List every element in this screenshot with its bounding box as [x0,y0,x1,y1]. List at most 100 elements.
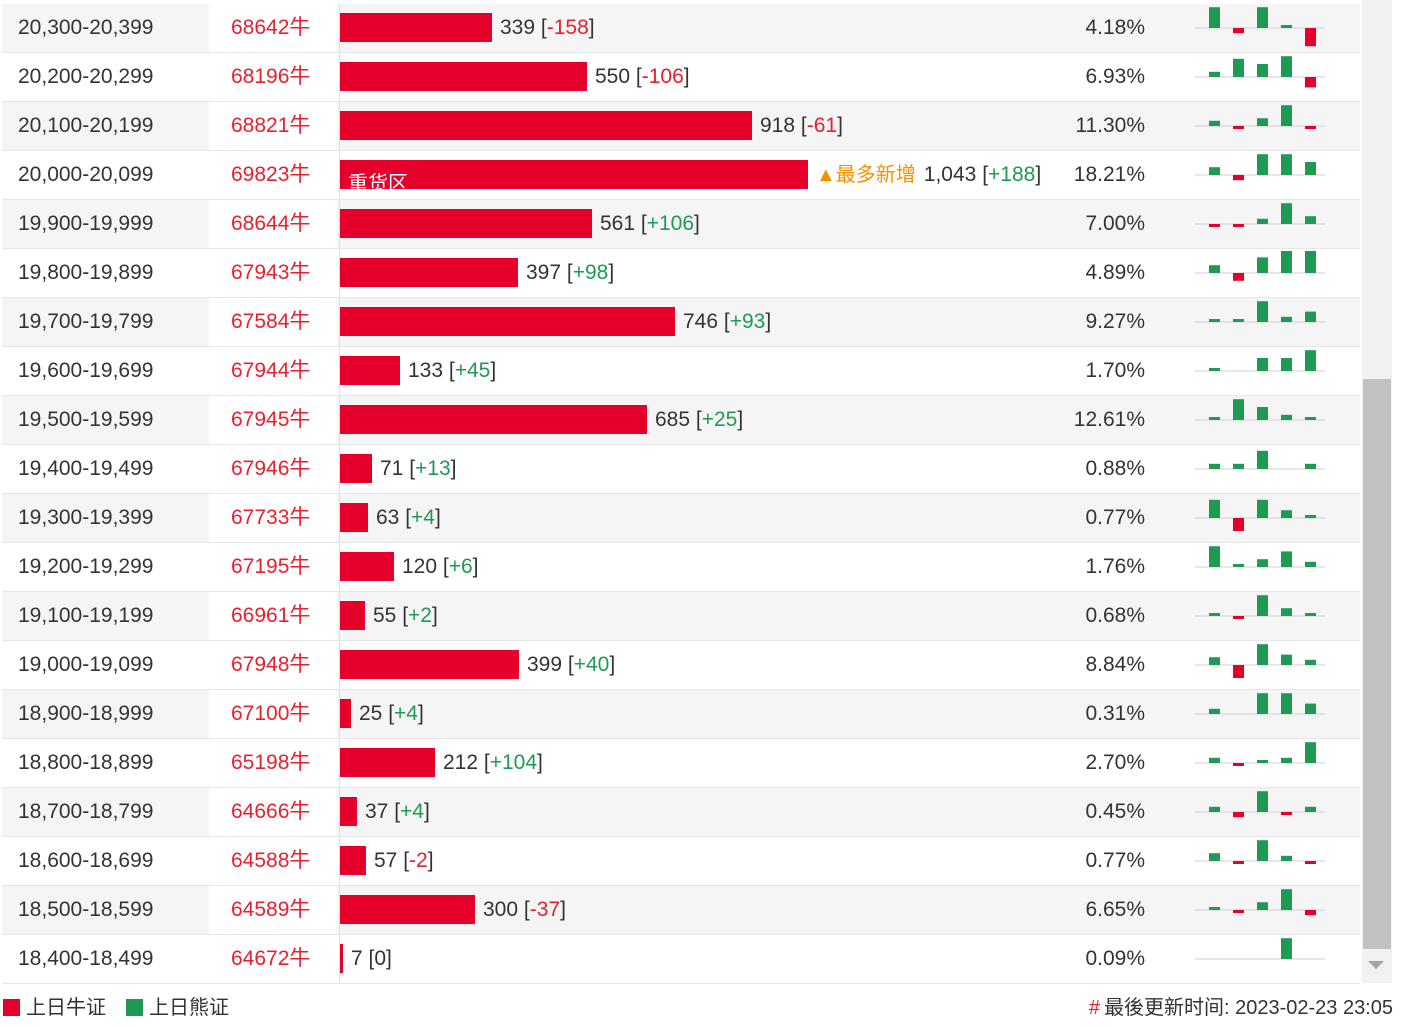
table-row[interactable]: 19,200-19,299 67195牛 120 [+6] 1.76% [2,543,1360,592]
sparkline-bar [1233,28,1244,34]
code-cell: 68821牛 [209,102,337,150]
sparkline-bar [1233,58,1244,77]
count-bar-cell: 550 [-106] [339,53,1075,101]
table-row[interactable]: 18,600-18,699 64588牛 57 [-2] 0.77% [2,837,1360,886]
cbbc-code-link[interactable]: 67584牛 [231,310,311,333]
table-row[interactable]: 20,000-20,099 69823牛 重货区 ▲最多新增 1,043 [+188] 1… [2,151,1360,200]
table-row[interactable]: 19,800-19,899 67943牛 397 [+98] 4.89% [2,249,1360,298]
sparkline-bar [1257,840,1268,861]
cbbc-code-link[interactable]: 64589牛 [231,898,311,921]
share-percent: 0.45% [1085,800,1145,823]
count-bar-cell: 685 [+25] [339,396,1075,444]
cbbc-code-link[interactable]: 64588牛 [231,849,311,872]
table-row[interactable]: 20,200-20,299 68196牛 550 [-106] 6.93% [2,53,1360,102]
table-row[interactable]: 18,700-18,799 64666牛 37 [+4] 0.45% [2,788,1360,837]
count-value: 37 [+4] [365,800,430,823]
cbbc-code-link[interactable]: 64666牛 [231,800,311,823]
sparkline-bar [1281,105,1292,126]
count-value: 339 [-158] [500,16,595,39]
change-sparkline [1195,546,1325,568]
cbbc-code-link[interactable]: 67100牛 [231,702,311,725]
sparkline-bar [1257,693,1268,714]
table-row[interactable]: 18,900-18,999 67100牛 25 [+4] 0.31% [2,690,1360,739]
cbbc-code-link[interactable]: 65198牛 [231,751,311,774]
price-range: 18,800-18,899 [18,751,154,774]
count-number: 918 [760,114,796,137]
table-row[interactable]: 18,400-18,499 64672牛 7 [0] 0.09% [2,935,1360,984]
table-row[interactable]: 18,500-18,599 64589牛 300 [-37] 6.65% [2,886,1360,935]
count-value: 918 [-61] [760,114,843,137]
sparkline-bar [1233,126,1244,129]
sparkline-bar [1305,28,1316,47]
count-bar-cell: 57 [-2] [339,837,1075,885]
cbbc-code-link[interactable]: 67945牛 [231,408,311,431]
cbbc-code-link[interactable]: 66961牛 [231,604,311,627]
cbbc-code-link[interactable]: 67733牛 [231,506,311,529]
share-percent: 0.88% [1085,457,1145,480]
table-row[interactable]: 19,100-19,199 66961牛 55 [+2] 0.68% [2,592,1360,641]
table-row[interactable]: 19,000-19,099 67948牛 399 [+40] 8.84% [2,641,1360,690]
cbbc-code-link[interactable]: 67943牛 [231,261,311,284]
cbbc-code-link[interactable]: 68642牛 [231,16,311,39]
sparkline-bar [1305,910,1316,916]
table-row[interactable]: 19,700-19,799 67584牛 746 [+93] 9.27% [2,298,1360,347]
table-row[interactable]: 19,400-19,499 67946牛 71 [+13] 0.88% [2,445,1360,494]
count-change: -158 [546,16,589,39]
table-row[interactable]: 19,500-19,599 67945牛 685 [+25] 12.61% [2,396,1360,445]
sparkline-bar [1233,763,1244,766]
share-percent: 0.77% [1085,849,1145,872]
sparkline-bar [1305,126,1316,129]
count-change: +4 [394,702,418,725]
count-bar [340,503,368,532]
cbbc-code-link[interactable]: 67946牛 [231,457,311,480]
count-change: +188 [988,163,1036,186]
count-bar [340,895,475,924]
table-row[interactable]: 19,600-19,699 67944牛 133 [+45] 1.70% [2,347,1360,396]
sparkline-bar [1209,546,1220,567]
count-change: +13 [415,457,451,480]
sparkline-bar [1233,399,1244,420]
code-cell: 67733牛 [209,494,337,542]
count-change: -2 [409,849,428,872]
sparkline-bar [1209,853,1220,861]
table-row[interactable]: 19,900-19,999 68644牛 561 [+106] 7.00% [2,200,1360,249]
sparkline-bar [1305,251,1316,273]
price-range: 19,500-19,599 [18,408,154,431]
price-range: 18,500-18,599 [18,898,154,921]
count-bar [340,944,343,973]
sparkline-bar [1305,311,1316,322]
table-row[interactable]: 20,100-20,199 68821牛 918 [-61] 11.30% [2,102,1360,151]
change-sparkline [1195,693,1325,715]
count-number: 397 [526,261,562,284]
count-bar [340,209,592,238]
legend-bear: 上日熊证 [126,990,229,1027]
cbbc-code-link[interactable]: 64672牛 [231,947,311,970]
sparkline-bar [1209,613,1220,616]
cbbc-code-link[interactable]: 67948牛 [231,653,311,676]
scroll-down-arrow-icon[interactable] [1368,961,1384,969]
cbbc-code-link[interactable]: 67195牛 [231,555,311,578]
code-cell: 64588牛 [209,837,337,885]
updated-time: 2023-02-23 23:05 [1235,997,1393,1019]
scrollbar-thumb[interactable] [1363,379,1391,949]
count-bar [340,111,752,140]
count-number: 685 [655,408,691,431]
cbbc-code-link[interactable]: 68821牛 [231,114,311,137]
price-range: 18,400-18,499 [18,947,154,970]
count-bar [340,748,435,777]
cbbc-code-link[interactable]: 68196牛 [231,65,311,88]
count-bar [340,650,519,679]
table-row[interactable]: 18,800-18,899 65198牛 212 [+104] 2.70% [2,739,1360,788]
table-row[interactable]: 20,300-20,399 68642牛 339 [-158] 4.18% [2,4,1360,53]
count-change: +2 [408,604,432,627]
count-bar [340,601,365,630]
cbbc-code-link[interactable]: 69823牛 [231,163,311,186]
table-row[interactable]: 19,300-19,399 67733牛 63 [+4] 0.77% [2,494,1360,543]
count-bar [340,699,351,728]
cbbc-distribution-table: 20,300-20,399 68642牛 339 [-158] 4.18% 20,200… [2,4,1360,984]
count-change: 0 [374,947,387,970]
cbbc-code-link[interactable]: 68644牛 [231,212,311,235]
sparkline-bar [1233,564,1244,567]
sparkline-bar [1305,417,1316,420]
cbbc-code-link[interactable]: 67944牛 [231,359,311,382]
